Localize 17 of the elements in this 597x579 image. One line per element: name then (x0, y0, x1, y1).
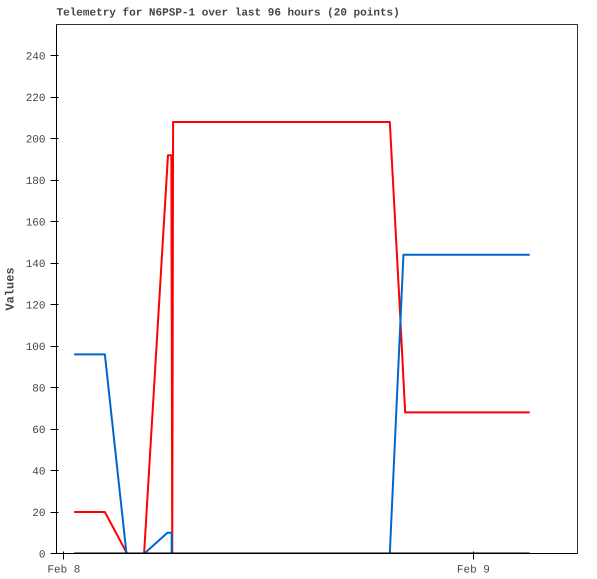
y-axis-title: Values (4, 267, 18, 311)
y-tick-label: 120 (26, 300, 46, 313)
y-tick-label: 40 (32, 466, 46, 479)
y-tick-label: 160 (26, 218, 46, 230)
chart-title: Telemetry for N6PSP-1 over last 96 hours (20 points) (56, 6, 400, 20)
y-tick-label: 200 (26, 134, 46, 147)
y-tick-label: 220 (26, 93, 46, 106)
y-tick-label: 80 (32, 384, 46, 396)
y-tick-label: 60 (32, 425, 46, 438)
y-tick-label: 0 (38, 550, 46, 562)
x-tick-label: Feb 9 (456, 564, 490, 576)
y-tick-label: 180 (26, 176, 46, 188)
x-tick-label: Feb 8 (47, 564, 80, 576)
y-tick-label: 240 (26, 52, 46, 64)
y-tick-label: 140 (26, 259, 46, 272)
y-tick-label: 100 (26, 342, 46, 354)
y-tick-label: 20 (32, 508, 46, 520)
